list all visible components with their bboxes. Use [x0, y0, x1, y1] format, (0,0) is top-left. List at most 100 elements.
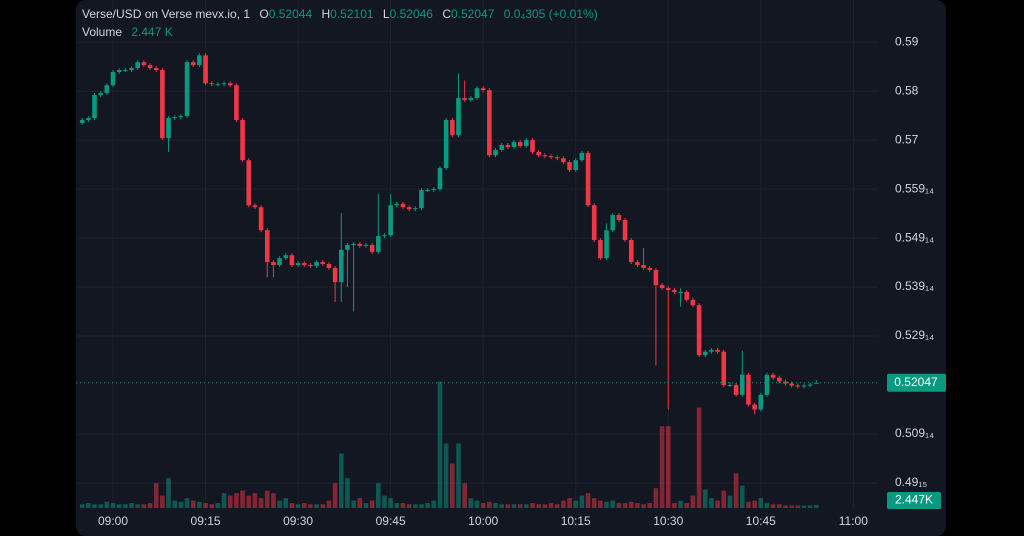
candle-body: [394, 203, 400, 206]
volume-bar: [375, 483, 381, 508]
candle-body: [308, 265, 313, 267]
candle-body: [752, 404, 757, 410]
candle-body: [400, 203, 406, 208]
candle-body: [413, 208, 418, 210]
volume-bar: [746, 501, 751, 508]
candle-body: [221, 83, 227, 85]
volume-bar: [406, 504, 412, 508]
candle-body: [672, 290, 677, 292]
price-label-box: [887, 373, 946, 392]
volume-bar: [215, 503, 221, 508]
candle-body: [499, 145, 504, 150]
candle-body: [561, 158, 566, 163]
candle-body: [320, 262, 326, 265]
volume-bar: [776, 504, 782, 508]
candle-body: [598, 240, 603, 259]
volume-legend: Volume 2.447 K: [82, 25, 173, 39]
candle-body: [542, 155, 548, 157]
volume-bar: [289, 503, 295, 508]
candle-body: [240, 120, 245, 161]
candle-body: [795, 385, 801, 387]
candle-body: [622, 219, 628, 241]
candle-body: [616, 215, 622, 220]
price-label: 0.52047: [894, 375, 938, 389]
candle-body: [283, 255, 289, 259]
volume-bar: [814, 504, 819, 508]
volume-bar: [79, 504, 85, 508]
volume-bar: [739, 485, 745, 508]
volume-bar: [733, 473, 739, 508]
candle-body: [678, 291, 683, 293]
volume-bar: [209, 504, 215, 508]
volume-bar: [123, 504, 128, 508]
candle-body: [524, 140, 529, 146]
candle-body: [160, 70, 165, 139]
candle-body: [739, 374, 745, 395]
candle-body: [480, 88, 486, 91]
volume-bar: [505, 504, 511, 508]
candle-body: [369, 244, 375, 252]
change-label: 0.0₄305 (+0.01%): [504, 7, 598, 21]
candle-body: [135, 62, 140, 69]
volume-bar: [783, 505, 788, 508]
volume-bar: [554, 504, 560, 508]
x-tick-label: 09:30: [283, 514, 313, 528]
candle-body: [252, 205, 258, 208]
candle-body: [659, 285, 665, 289]
volume-bar: [326, 500, 332, 508]
x-tick-label: 09:15: [191, 514, 221, 528]
y-tick-label: 0.549₁₄: [895, 230, 934, 244]
candle-body: [789, 383, 794, 386]
candle-body: [153, 68, 159, 71]
volume-bar: [758, 498, 764, 508]
candle-body: [635, 262, 640, 266]
candle-body: [474, 88, 480, 98]
x-tick-label: 10:30: [653, 514, 683, 528]
volume-bar: [320, 504, 326, 508]
volume-bar: [456, 443, 461, 508]
candle-body: [585, 152, 591, 206]
ohlc-value: 0.52046: [390, 7, 434, 21]
chart-title: Verse/USD on Verse mevx.io, 1: [82, 7, 250, 21]
volume-bar: [511, 504, 517, 508]
candle-body: [702, 351, 708, 356]
y-tick-label: 0.539₁₄: [895, 279, 934, 293]
volume-bar: [345, 478, 350, 508]
volume-bar: [92, 504, 97, 508]
volume-bar: [598, 500, 603, 508]
candle-body: [548, 156, 554, 158]
volume-bar: [116, 504, 122, 508]
volume-bar: [443, 443, 449, 508]
volume-bar: [702, 489, 708, 508]
volume-bar: [684, 503, 690, 508]
volume-bar: [203, 503, 208, 508]
candle-body: [783, 381, 788, 384]
volume-bar: [413, 504, 418, 508]
volume-bar: [338, 453, 344, 508]
volume-bar: [98, 504, 103, 508]
volume-bar: [258, 498, 264, 508]
volume-bar: [672, 503, 677, 508]
candle-body: [517, 142, 523, 146]
volume-bar: [252, 493, 258, 508]
volume-bar: [190, 500, 196, 508]
candle-body: [123, 70, 128, 72]
candle-body: [733, 385, 739, 395]
chart-panel: [76, 0, 946, 536]
volume-bar: [172, 500, 178, 508]
volume-bar: [425, 503, 430, 508]
volume-bar: [561, 500, 566, 508]
volume-bar: [801, 505, 807, 508]
volume-label-box: [887, 492, 941, 509]
candle-body: [758, 394, 764, 410]
candle-body: [511, 142, 517, 147]
volume-bar: [770, 504, 776, 508]
candle-body: [468, 97, 474, 100]
candle-body: [406, 207, 412, 210]
volume-bar: [234, 493, 239, 508]
candle-body: [357, 243, 363, 246]
volume-bar: [659, 426, 665, 508]
y-tick-label: 0.509₁₄: [895, 426, 934, 440]
volume-bar: [110, 503, 116, 508]
